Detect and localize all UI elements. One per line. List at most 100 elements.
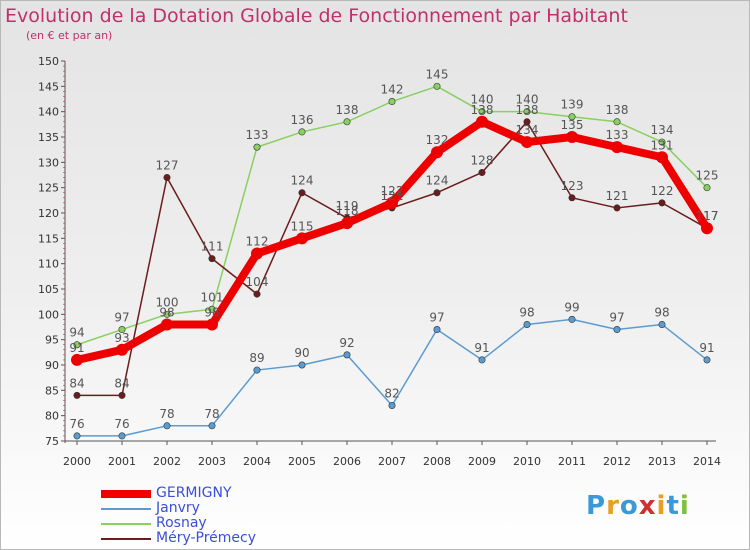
logo-letter: i — [679, 491, 690, 521]
data-point — [658, 199, 666, 207]
data-label: 78 — [204, 407, 219, 421]
data-point — [568, 113, 576, 121]
y-tick-label: 80 — [45, 410, 59, 423]
data-point — [343, 118, 351, 126]
data-label: 111 — [201, 240, 224, 254]
data-label: 97 — [609, 311, 624, 325]
data-label: 98 — [159, 305, 174, 319]
data-point — [73, 432, 81, 440]
data-label: 91 — [69, 341, 84, 355]
data-label: 100 — [156, 295, 179, 309]
data-point — [163, 310, 171, 318]
legend-swatch — [101, 523, 151, 525]
legend-swatch — [101, 490, 151, 498]
data-label: 134 — [651, 123, 674, 137]
data-label: 104 — [246, 275, 269, 289]
data-point — [613, 118, 621, 126]
data-label: 90 — [294, 346, 309, 360]
logo-letter: x — [638, 491, 657, 521]
data-label: 117 — [696, 209, 719, 223]
y-tick-label: 105 — [38, 283, 59, 296]
y-tick-label: 75 — [45, 435, 59, 448]
data-point — [611, 141, 623, 154]
data-point — [523, 320, 531, 328]
y-tick-label: 150 — [38, 55, 59, 68]
data-label: 93 — [114, 331, 129, 345]
y-tick-label: 130 — [38, 156, 59, 169]
proxiti-logo: Proxiti — [586, 491, 690, 521]
data-point — [703, 184, 711, 192]
data-point — [568, 315, 576, 323]
y-tick-label: 145 — [38, 80, 59, 93]
data-point — [163, 422, 171, 430]
data-point — [703, 356, 711, 364]
data-label: 115 — [291, 219, 314, 233]
y-tick-label: 115 — [38, 232, 59, 245]
data-point — [253, 290, 261, 298]
data-point — [433, 326, 441, 334]
legend: GERMIGNY Janvry Rosnay Méry-Prémecy — [101, 486, 351, 546]
y-tick-label: 135 — [38, 131, 59, 144]
data-label: 131 — [651, 138, 674, 152]
data-point — [701, 222, 713, 235]
x-tick-label: 2008 — [423, 455, 451, 468]
data-point — [298, 189, 306, 197]
data-point — [476, 115, 488, 128]
y-tick-label: 95 — [45, 334, 59, 347]
data-label: 119 — [336, 199, 359, 213]
data-label: 98 — [654, 305, 669, 319]
legend-item: Méry-Prémecy — [101, 531, 351, 546]
data-point — [116, 343, 128, 356]
data-label: 112 — [246, 235, 269, 249]
data-point — [208, 255, 216, 263]
x-tick-label: 2003 — [198, 455, 226, 468]
data-label: 133 — [606, 128, 629, 142]
x-tick-label: 2011 — [558, 455, 586, 468]
data-point — [523, 108, 531, 116]
data-point — [656, 151, 668, 164]
data-label: 84 — [69, 376, 84, 390]
x-tick-label: 2000 — [63, 455, 91, 468]
data-label: 135 — [561, 118, 584, 132]
legend-label: Méry-Prémecy — [156, 530, 257, 546]
data-label: 94 — [69, 326, 84, 340]
data-label: 132 — [426, 133, 449, 147]
x-tick-label: 2012 — [603, 455, 631, 468]
data-label: 142 — [381, 83, 404, 97]
legend-swatch — [101, 508, 151, 510]
data-label: 101 — [201, 290, 224, 304]
data-point — [253, 366, 261, 374]
legend-swatch — [101, 538, 151, 540]
data-point — [73, 341, 81, 349]
data-point — [253, 143, 261, 151]
data-label: 124 — [426, 174, 449, 188]
legend-label: Rosnay — [156, 515, 207, 531]
data-point — [251, 247, 263, 260]
data-label: 117 — [696, 209, 719, 223]
legend-item: Janvry — [101, 501, 351, 516]
data-label: 138 — [471, 103, 494, 117]
data-label: 140 — [471, 93, 494, 107]
data-label: 125 — [696, 169, 719, 183]
data-label: 76 — [114, 417, 129, 431]
logo-letter: t — [666, 491, 680, 521]
data-label: 138 — [336, 103, 359, 117]
logo-letter: r — [606, 491, 620, 521]
data-label: 91 — [699, 341, 714, 355]
data-point — [521, 136, 533, 149]
x-tick-label: 2002 — [153, 455, 181, 468]
data-label: 138 — [516, 103, 539, 117]
x-tick-label: 2013 — [648, 455, 676, 468]
data-point — [208, 422, 216, 430]
data-label: 121 — [606, 189, 629, 203]
data-label: 78 — [159, 407, 174, 421]
y-tick-label: 85 — [45, 384, 59, 397]
data-label: 122 — [381, 184, 404, 198]
data-label: 138 — [606, 103, 629, 117]
data-point — [431, 146, 443, 159]
data-point — [163, 174, 171, 182]
data-point — [658, 138, 666, 146]
data-point — [523, 118, 531, 126]
y-tick-label: 140 — [38, 106, 59, 119]
data-point — [478, 168, 486, 176]
